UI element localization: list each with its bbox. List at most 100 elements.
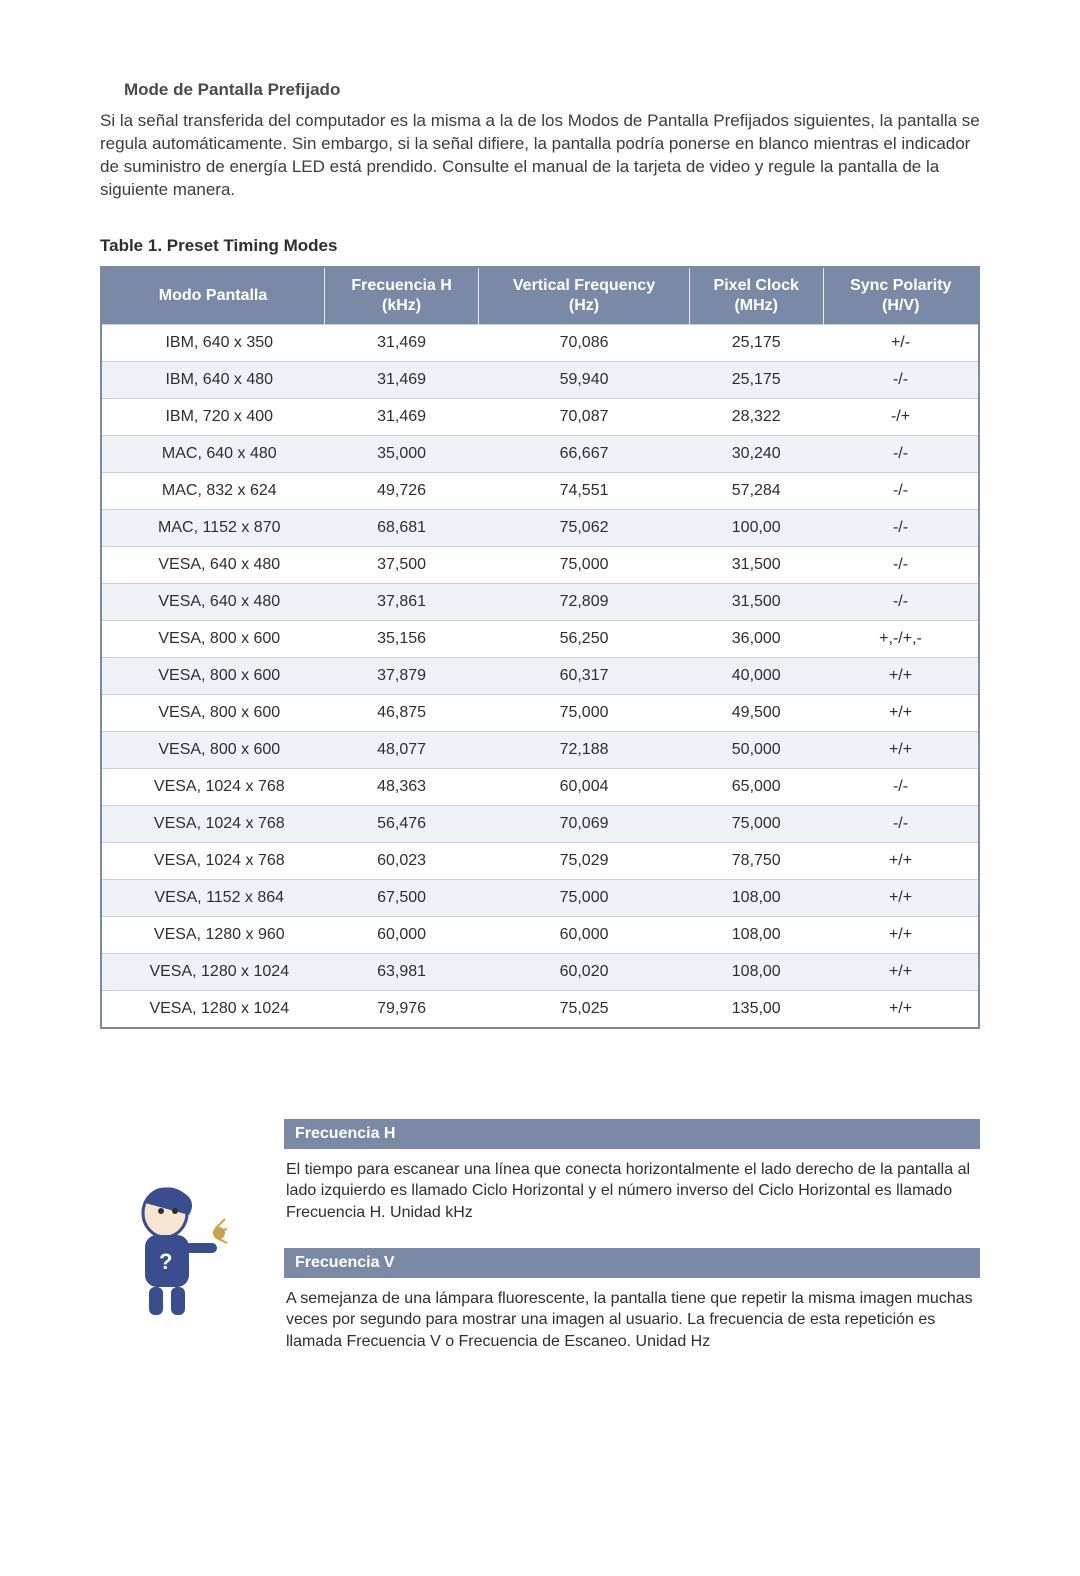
table-cell: 35,000 <box>325 435 479 472</box>
table-cell: 75,062 <box>479 509 690 546</box>
table-cell: -/- <box>823 509 979 546</box>
table-cell: 66,667 <box>479 435 690 472</box>
table-row: VESA, 1024 x 76848,36360,00465,000-/- <box>101 768 979 805</box>
table-cell: 60,020 <box>479 953 690 990</box>
table-cell: 68,681 <box>325 509 479 546</box>
table-caption: Table 1. Preset Timing Modes <box>100 236 980 256</box>
table-cell: 36,000 <box>689 620 823 657</box>
intro-paragraph: Si la señal transferida del computador e… <box>100 110 980 202</box>
table-cell: MAC, 832 x 624 <box>101 472 325 509</box>
table-cell: +/+ <box>823 731 979 768</box>
table-cell: +/- <box>823 324 979 361</box>
table-cell: +/+ <box>823 694 979 731</box>
table-cell: 65,000 <box>689 768 823 805</box>
table-cell: VESA, 800 x 600 <box>101 620 325 657</box>
table-cell: VESA, 640 x 480 <box>101 546 325 583</box>
table-row: MAC, 640 x 48035,00066,66730,240-/- <box>101 435 979 472</box>
table-cell: 108,00 <box>689 879 823 916</box>
table-row: VESA, 1280 x 102463,98160,020108,00+/+ <box>101 953 979 990</box>
table-cell: 30,240 <box>689 435 823 472</box>
table-row: VESA, 800 x 60048,07772,18850,000+/+ <box>101 731 979 768</box>
table-cell: 31,469 <box>325 324 479 361</box>
table-cell: 31,469 <box>325 361 479 398</box>
table-cell: 67,500 <box>325 879 479 916</box>
table-cell: +/+ <box>823 879 979 916</box>
table-column-header: Frecuencia H(kHz) <box>325 267 479 325</box>
table-cell: 63,981 <box>325 953 479 990</box>
table-cell: 31,500 <box>689 583 823 620</box>
table-cell: +/+ <box>823 990 979 1028</box>
table-row: MAC, 1152 x 87068,68175,062100,00-/- <box>101 509 979 546</box>
info-character-icon: ? <box>100 1119 260 1377</box>
table-cell: 78,750 <box>689 842 823 879</box>
table-cell: -/- <box>823 361 979 398</box>
table-cell: 49,726 <box>325 472 479 509</box>
svg-text:?: ? <box>159 1249 172 1274</box>
table-cell: 40,000 <box>689 657 823 694</box>
table-cell: 74,551 <box>479 472 690 509</box>
table-row: VESA, 800 x 60037,87960,31740,000+/+ <box>101 657 979 694</box>
definitions-section: ? Frecuencia HEl tiempo para escanear un… <box>100 1119 980 1377</box>
table-column-header: Vertical Frequency(Hz) <box>479 267 690 325</box>
definition-title: Frecuencia H <box>284 1119 980 1149</box>
table-column-header: Modo Pantalla <box>101 267 325 325</box>
table-cell: 25,175 <box>689 361 823 398</box>
section-heading: Mode de Pantalla Prefijado <box>124 80 980 100</box>
table-cell: MAC, 1152 x 870 <box>101 509 325 546</box>
table-row: VESA, 1024 x 76856,47670,06975,000-/- <box>101 805 979 842</box>
table-cell: 25,175 <box>689 324 823 361</box>
table-cell: 75,025 <box>479 990 690 1028</box>
table-cell: 60,023 <box>325 842 479 879</box>
table-cell: -/+ <box>823 398 979 435</box>
table-cell: 70,069 <box>479 805 690 842</box>
table-cell: IBM, 640 x 480 <box>101 361 325 398</box>
table-cell: 75,029 <box>479 842 690 879</box>
table-cell: +/+ <box>823 842 979 879</box>
definition-title: Frecuencia V <box>284 1248 980 1278</box>
table-cell: VESA, 800 x 600 <box>101 731 325 768</box>
timing-modes-table: Modo PantallaFrecuencia H(kHz)Vertical F… <box>100 266 980 1029</box>
table-cell: +,-/+,- <box>823 620 979 657</box>
table-cell: VESA, 1152 x 864 <box>101 879 325 916</box>
table-cell: VESA, 1280 x 960 <box>101 916 325 953</box>
table-row: VESA, 1280 x 102479,97675,025135,00+/+ <box>101 990 979 1028</box>
table-cell: VESA, 1024 x 768 <box>101 842 325 879</box>
table-row: VESA, 800 x 60035,15656,25036,000+,-/+,- <box>101 620 979 657</box>
table-cell: 60,000 <box>325 916 479 953</box>
table-cell: 48,077 <box>325 731 479 768</box>
table-cell: VESA, 640 x 480 <box>101 583 325 620</box>
table-cell: 46,875 <box>325 694 479 731</box>
table-cell: VESA, 800 x 600 <box>101 694 325 731</box>
table-cell: 31,469 <box>325 398 479 435</box>
table-cell: 35,156 <box>325 620 479 657</box>
table-cell: -/- <box>823 435 979 472</box>
table-cell: VESA, 1024 x 768 <box>101 768 325 805</box>
table-row: IBM, 640 x 48031,46959,94025,175-/- <box>101 361 979 398</box>
table-cell: 108,00 <box>689 953 823 990</box>
table-cell: 31,500 <box>689 546 823 583</box>
table-cell: 37,861 <box>325 583 479 620</box>
table-cell: 37,500 <box>325 546 479 583</box>
table-row: MAC, 832 x 62449,72674,55157,284-/- <box>101 472 979 509</box>
table-cell: 50,000 <box>689 731 823 768</box>
table-column-header: Sync Polarity(H/V) <box>823 267 979 325</box>
table-cell: VESA, 1024 x 768 <box>101 805 325 842</box>
table-row: VESA, 640 x 48037,50075,00031,500-/- <box>101 546 979 583</box>
table-cell: 56,250 <box>479 620 690 657</box>
table-cell: 75,000 <box>479 694 690 731</box>
table-cell: 108,00 <box>689 916 823 953</box>
table-cell: 75,000 <box>479 546 690 583</box>
table-row: VESA, 640 x 48037,86172,80931,500-/- <box>101 583 979 620</box>
table-cell: MAC, 640 x 480 <box>101 435 325 472</box>
table-column-header: Pixel Clock(MHz) <box>689 267 823 325</box>
table-cell: VESA, 800 x 600 <box>101 657 325 694</box>
table-cell: -/- <box>823 546 979 583</box>
table-cell: 60,004 <box>479 768 690 805</box>
table-row: VESA, 1280 x 96060,00060,000108,00+/+ <box>101 916 979 953</box>
table-cell: 70,087 <box>479 398 690 435</box>
table-cell: -/- <box>823 583 979 620</box>
table-cell: +/+ <box>823 916 979 953</box>
table-cell: 59,940 <box>479 361 690 398</box>
table-cell: IBM, 640 x 350 <box>101 324 325 361</box>
table-cell: 37,879 <box>325 657 479 694</box>
